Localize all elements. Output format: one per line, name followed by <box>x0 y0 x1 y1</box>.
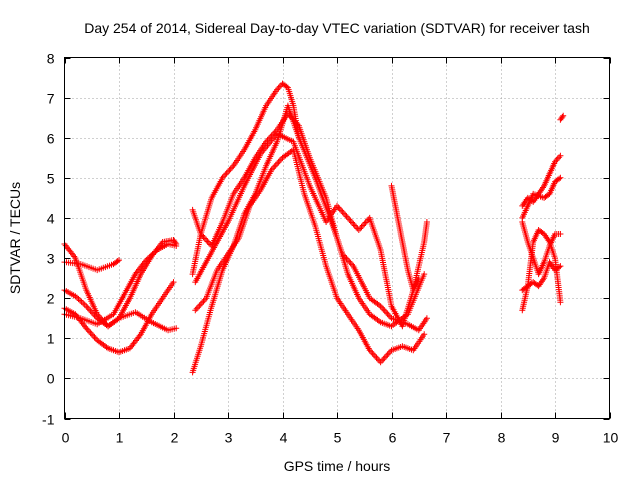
x-tick-label: 0 <box>62 430 70 446</box>
y-tick-label: 3 <box>47 251 55 267</box>
y-tick-label: 6 <box>47 131 55 147</box>
y-tick-label: 4 <box>47 211 55 227</box>
sdtvar-scatter-chart: 0 1 2 3 4 5 6 7 8 9 10 -1 0 1 2 3 4 5 6 7 8 Day 254 of 2014,… <box>0 0 640 480</box>
x-tick-label: 2 <box>171 430 179 446</box>
y-tick-label: 1 <box>47 331 55 347</box>
x-tick-label: 5 <box>334 430 342 446</box>
y-tick-label: -1 <box>42 412 55 428</box>
y-tick-label: 2 <box>47 291 55 307</box>
x-tick-label: 4 <box>280 430 288 446</box>
y-tick-label: 5 <box>47 171 55 187</box>
x-tick-label: 6 <box>389 430 397 446</box>
chart-title: Day 254 of 2014, Sidereal Day-to-day VTE… <box>84 20 590 36</box>
x-tick-label: 7 <box>443 430 451 446</box>
x-tick-label: 10 <box>603 430 619 446</box>
x-tick-label: 1 <box>116 430 124 446</box>
x-tick-label: 8 <box>498 430 506 446</box>
x-axis-label: GPS time / hours <box>284 458 391 474</box>
y-tick-label: 0 <box>47 371 55 387</box>
y-tick-label: 7 <box>47 91 55 107</box>
x-tick-label: 3 <box>225 430 233 446</box>
y-tick-label: 8 <box>47 51 55 67</box>
y-axis-label: SDTVAR / TECUs <box>7 182 23 294</box>
x-tick-label: 9 <box>552 430 560 446</box>
